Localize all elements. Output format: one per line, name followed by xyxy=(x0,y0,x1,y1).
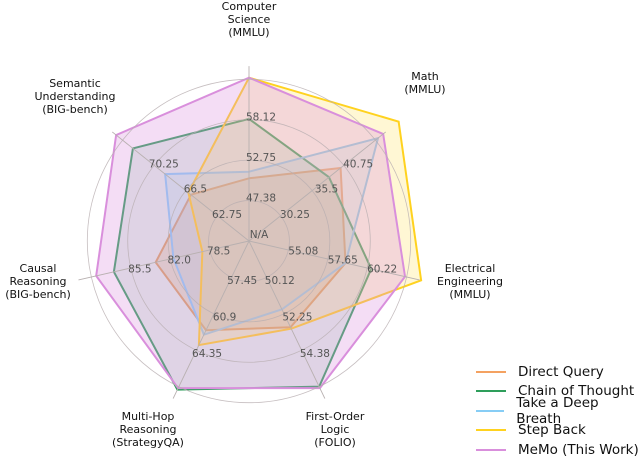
radar-grid xyxy=(78,66,420,404)
ring-label: 30.25 xyxy=(280,209,310,221)
ring-label: 57.45 xyxy=(227,275,257,287)
axis-spoke xyxy=(172,240,250,399)
legend-swatch xyxy=(476,409,505,412)
axis-spoke xyxy=(111,131,250,242)
legend-swatch xyxy=(476,448,506,451)
axis-spoke xyxy=(78,240,250,281)
ring-label: 85.5 xyxy=(128,264,151,276)
ring-label: 60.9 xyxy=(213,312,236,324)
ring-label: 40.75 xyxy=(343,159,373,171)
legend-item-chain-of-thought: Chain of Thought xyxy=(474,382,640,402)
axis-spoke xyxy=(248,131,387,242)
center-label: N/A xyxy=(250,229,269,241)
ring-label: 57.65 xyxy=(328,255,358,267)
legend-swatch xyxy=(476,390,506,393)
ring-label: 82.0 xyxy=(168,255,191,267)
axis-label: Electrical Engineering (MMLU) xyxy=(437,262,503,301)
axis-spoke xyxy=(248,240,326,399)
legend: Direct Query Chain of Thought Take a Dee… xyxy=(474,362,640,460)
series-step-back xyxy=(187,76,423,347)
axis-label: Multi-Hop Reasoning (StrategyQA) xyxy=(112,410,184,449)
legend-label: Take a Deep Breath xyxy=(516,394,599,427)
ring-label: 55.08 xyxy=(288,246,318,258)
legend-label: Step Back xyxy=(518,422,586,439)
legend-label: Chain of Thought xyxy=(518,383,635,400)
ring-label: 70.25 xyxy=(149,159,179,171)
legend-item-take-a-deep-breath: Take a Deep Breath xyxy=(474,395,640,427)
legend-swatch xyxy=(476,429,506,432)
ring-label: 64.35 xyxy=(192,348,222,360)
axis-label: Semantic Understanding (BIG-bench) xyxy=(34,77,115,116)
legend-item-direct-query: Direct Query xyxy=(474,362,640,382)
ring-label: 54.38 xyxy=(300,348,330,360)
legend-item-step-back: Step Back xyxy=(474,421,640,441)
legend-label: Direct Query xyxy=(518,363,604,380)
ring-labels: N/A 47.38 52.75 58.12 30.25 35.5 40.75 55.08 57.… xyxy=(128,112,397,360)
axis-spoke xyxy=(248,240,420,281)
ring-label: 35.5 xyxy=(315,184,338,196)
legend-item-memo: MeMo (This Work) xyxy=(474,440,640,460)
ring-label: 62.75 xyxy=(212,209,242,221)
series-direct-query xyxy=(154,166,347,332)
axis-labels: Computer Science (MMLU) Math (MMLU) Electrica… xyxy=(5,0,503,449)
ring-label: 52.25 xyxy=(282,312,312,324)
ring-label: 50.12 xyxy=(265,275,295,287)
ring-label: 60.22 xyxy=(367,264,397,276)
axis-label: Computer Science (MMLU) xyxy=(222,0,277,39)
series-memo-this-work xyxy=(95,76,407,390)
series-polygons xyxy=(95,76,423,391)
legend-swatch xyxy=(476,370,506,373)
ring-label: 78.5 xyxy=(207,246,230,258)
ring-label: 66.5 xyxy=(184,184,207,196)
axis-label: Math (MMLU) xyxy=(404,70,445,96)
axis-label: First-Order Logic (FOLIO) xyxy=(306,410,365,449)
legend-label: MeMo (This Work) xyxy=(518,441,639,458)
ring-label: 52.75 xyxy=(246,152,276,164)
ring-label: 47.38 xyxy=(246,193,276,205)
ring-label: 58.12 xyxy=(246,112,276,124)
axis-label: Causal Reasoning (BIG-bench) xyxy=(5,262,71,301)
